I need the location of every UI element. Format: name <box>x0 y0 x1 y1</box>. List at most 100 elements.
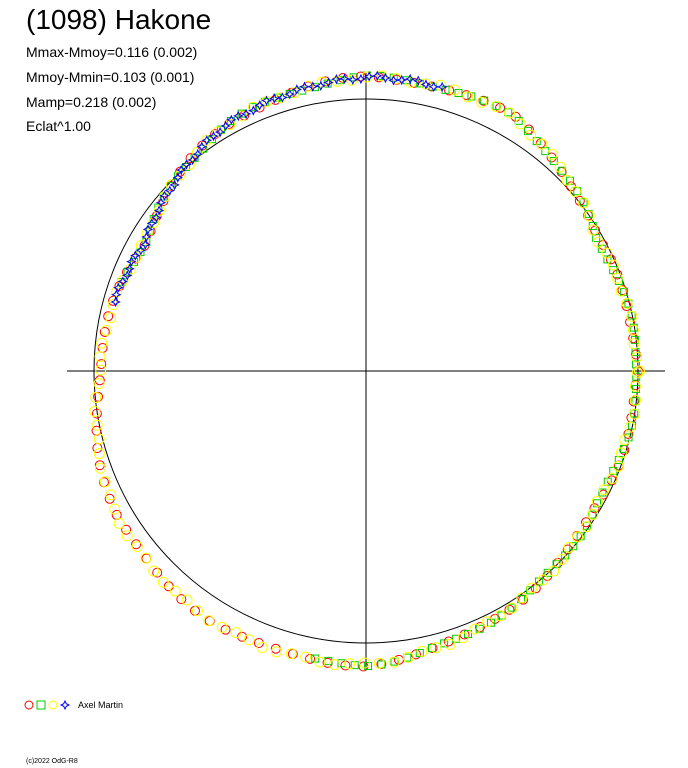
data-point-star <box>436 81 448 93</box>
data-point-square <box>549 156 558 165</box>
data-point-star <box>130 250 141 261</box>
data-point-star <box>248 105 259 116</box>
data-point-circle <box>174 169 186 181</box>
data-point-circle <box>416 645 428 657</box>
data-point-square <box>390 657 399 666</box>
data-point-star <box>151 212 162 223</box>
data-point-square <box>336 76 345 85</box>
data-point-circle <box>619 434 631 446</box>
data-point-circle <box>121 530 133 542</box>
data-point-star <box>146 218 157 229</box>
data-point-circle <box>181 594 193 606</box>
data-point-circle <box>314 656 326 668</box>
data-point-square <box>523 126 532 135</box>
data-point-star <box>226 114 237 125</box>
data-point-circle <box>504 604 515 615</box>
data-point-square <box>364 662 373 671</box>
data-point-circle <box>402 651 414 663</box>
data-point-circle <box>525 129 537 141</box>
data-point-circle <box>140 552 152 564</box>
data-point-circle <box>601 247 613 259</box>
data-point-square <box>492 101 501 110</box>
data-point-square <box>620 444 629 453</box>
data-point-circle <box>96 337 108 349</box>
data-point-square <box>632 372 641 381</box>
data-point-square <box>403 653 412 662</box>
data-point-star <box>372 70 383 82</box>
data-point-circle <box>91 408 102 419</box>
data-point-circle <box>95 364 107 376</box>
data-point-star <box>208 130 219 142</box>
data-point-square <box>630 409 639 418</box>
data-point-square <box>475 624 484 633</box>
data-point-star <box>159 190 170 201</box>
stat-eclat: Eclat^1.00 <box>26 118 91 134</box>
chart-title: (1098) Hakone <box>26 4 212 35</box>
data-point-star <box>240 108 252 120</box>
data-point-circle <box>583 210 595 222</box>
data-point-star <box>331 74 342 85</box>
data-point-circle <box>230 627 242 639</box>
data-point-circle <box>176 594 187 605</box>
data-point-square <box>603 255 612 264</box>
data-point-circle <box>457 632 469 644</box>
data-point-circle <box>220 624 231 635</box>
data-point-star <box>113 282 124 293</box>
data-point-circle <box>203 615 215 627</box>
data-point-circle <box>629 381 641 393</box>
data-point-circle <box>561 174 573 186</box>
data-point-square <box>624 433 633 442</box>
data-point-circle <box>605 254 616 265</box>
data-point-circle <box>302 80 314 92</box>
data-point-circle <box>105 312 117 324</box>
data-point-square <box>526 586 535 595</box>
data-point-star <box>214 126 226 138</box>
data-point-square <box>440 639 449 648</box>
data-point-circle <box>243 634 255 646</box>
copyright-text: (c)2022 OdG-R8 <box>26 758 78 765</box>
data-point-circle <box>390 73 402 85</box>
data-point-circle <box>536 138 548 150</box>
data-point-square <box>480 96 489 105</box>
data-point-star <box>405 73 416 85</box>
data-point-circle <box>300 651 312 663</box>
data-point-circle <box>504 107 516 119</box>
data-point-star <box>420 79 432 90</box>
data-point-square <box>452 634 461 643</box>
data-point-star <box>142 224 154 235</box>
data-point-star <box>291 84 302 95</box>
data-point-circle <box>476 96 488 108</box>
data-point-star <box>141 231 152 243</box>
data-point-circle <box>289 87 301 99</box>
data-point-star <box>187 154 198 166</box>
data-point-circle <box>113 517 125 529</box>
data-point-square <box>592 234 601 243</box>
data-point-star <box>220 120 231 132</box>
data-point-square <box>415 649 424 658</box>
data-point-circle <box>104 493 115 504</box>
data-point-star <box>117 276 128 287</box>
data-point-circle <box>615 447 627 459</box>
data-point-circle <box>633 365 645 377</box>
data-point-circle <box>388 656 400 668</box>
data-point-circle <box>405 76 417 88</box>
data-point-star <box>172 172 183 183</box>
data-point-circle <box>462 91 474 103</box>
reference-circle <box>93 98 639 644</box>
data-point-square <box>248 103 257 112</box>
data-point-star <box>126 256 137 267</box>
data-point-circle <box>626 310 638 322</box>
data-point-circle <box>109 503 121 515</box>
data-point-circle <box>449 84 461 96</box>
data-point-circle <box>93 433 105 445</box>
data-point-circle <box>631 367 643 379</box>
data-point-circle <box>444 638 456 650</box>
data-point-circle <box>581 521 593 533</box>
data-point-star <box>277 92 288 103</box>
data-point-circle <box>121 524 132 535</box>
data-point-circle <box>514 118 526 130</box>
data-point-circle <box>612 269 623 280</box>
data-point-star <box>176 164 187 176</box>
data-point-square <box>454 88 463 97</box>
stat-mmax-mmoy: Mmax-Mmoy=0.116 (0.002) <box>26 44 198 60</box>
